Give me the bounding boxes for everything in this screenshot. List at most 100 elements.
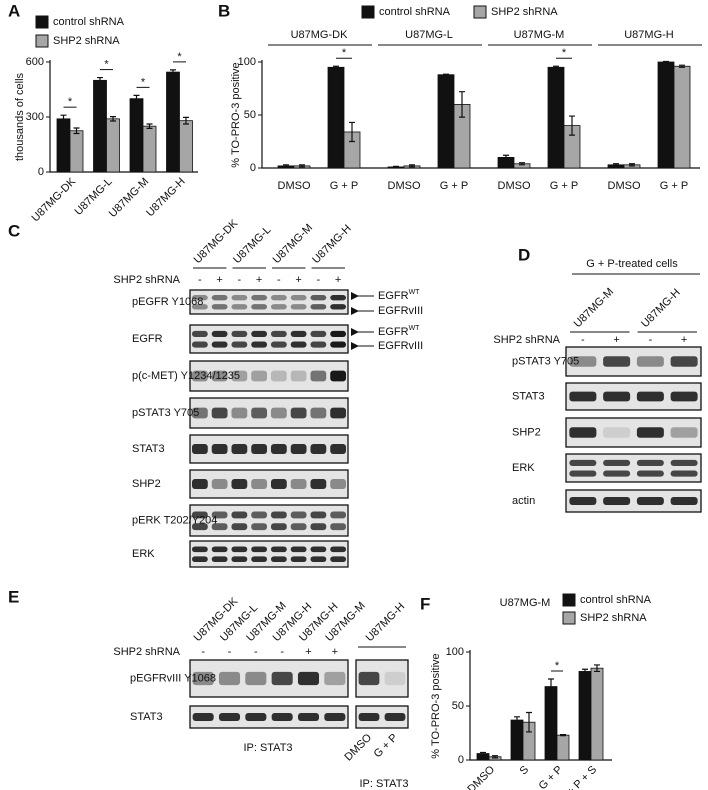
band	[569, 391, 597, 402]
arrow-label-base: EGFRvIII	[378, 340, 423, 352]
x-tick-label: S	[517, 764, 531, 778]
band	[603, 391, 631, 402]
bar	[56, 118, 71, 173]
band	[192, 713, 214, 721]
legend-swatch	[562, 593, 576, 607]
band	[310, 546, 327, 553]
band	[251, 511, 268, 519]
blot-frame	[355, 705, 409, 729]
row-label: ERK	[132, 548, 155, 560]
legend-swatch	[35, 34, 49, 48]
band	[358, 671, 380, 686]
band	[670, 427, 698, 438]
x-tick-label: G + P	[440, 180, 468, 192]
band	[290, 443, 307, 455]
treatment-sign: -	[228, 646, 232, 658]
band	[251, 407, 268, 419]
band	[231, 546, 248, 553]
error-bar	[492, 755, 498, 759]
group-label: U87MG-L	[405, 29, 453, 41]
arrow-label-sup: WT	[409, 325, 421, 332]
band	[231, 443, 248, 455]
treatment-sign: +	[216, 274, 222, 286]
band	[211, 295, 228, 301]
treatment-sign: -	[254, 646, 258, 658]
error-bar	[133, 94, 140, 103]
error-bar	[283, 164, 289, 168]
band	[211, 443, 228, 455]
bar	[556, 734, 570, 761]
row-label: SHP2	[132, 478, 161, 490]
x-tick-label: DMSO	[465, 763, 497, 790]
band	[211, 478, 228, 490]
band	[330, 295, 347, 301]
band	[636, 470, 664, 477]
band	[603, 356, 631, 367]
error-bar	[560, 734, 566, 737]
band	[231, 370, 248, 382]
band	[569, 427, 597, 438]
row-label: ERK	[512, 462, 535, 474]
header: G + P-treated cells	[586, 258, 678, 270]
panel-label: A	[8, 1, 20, 20]
band	[290, 370, 307, 382]
band	[290, 556, 307, 563]
band	[636, 391, 664, 402]
error-bar	[569, 115, 575, 136]
band	[231, 556, 248, 563]
band	[310, 407, 327, 419]
band	[251, 443, 268, 455]
lane-label: U87MG-H	[310, 223, 354, 267]
band	[270, 523, 287, 531]
treatment-sign: +	[335, 274, 341, 286]
y-tick-label: 0	[250, 162, 256, 174]
band	[191, 295, 208, 301]
blot-frame	[189, 289, 349, 315]
x-tick-label: G + P	[550, 180, 578, 192]
band	[330, 443, 347, 455]
band	[290, 478, 307, 490]
band	[670, 356, 698, 367]
bar	[673, 65, 691, 169]
legend-swatch	[473, 5, 487, 19]
error-bar	[548, 678, 554, 695]
band	[670, 391, 698, 402]
band	[231, 304, 248, 310]
bar	[142, 125, 157, 173]
band	[211, 523, 228, 531]
band	[310, 443, 327, 455]
band	[231, 295, 248, 301]
band	[191, 341, 208, 348]
band	[231, 478, 248, 490]
group-label: U87MG-H	[624, 29, 674, 41]
band	[290, 330, 307, 338]
bar	[510, 719, 524, 761]
bar	[327, 66, 345, 169]
significance-label: *	[555, 660, 560, 672]
band	[310, 330, 327, 338]
band	[270, 341, 287, 348]
bar	[590, 667, 604, 761]
band	[384, 671, 406, 686]
y-tick-label: 0	[458, 754, 464, 766]
band	[191, 407, 208, 419]
error-bar	[480, 751, 486, 756]
error-bar	[110, 116, 116, 122]
treatment-sign: -	[198, 274, 202, 286]
band	[270, 546, 287, 553]
band	[636, 497, 664, 505]
band	[251, 523, 268, 531]
band	[324, 713, 346, 721]
y-axis-label: % TO-PRO-3 positive	[430, 653, 442, 758]
error-bar	[73, 127, 80, 135]
band	[636, 459, 664, 467]
error-bar	[613, 163, 619, 167]
band	[270, 478, 287, 490]
y-axis-label: thousands of cells	[14, 72, 26, 161]
legend-swatch	[562, 611, 576, 625]
error-bar	[333, 65, 339, 69]
arrow-label: EGFRvIII	[378, 305, 423, 317]
treatment-sign: -	[201, 646, 205, 658]
panel-label: F	[420, 594, 430, 613]
band	[192, 671, 214, 686]
